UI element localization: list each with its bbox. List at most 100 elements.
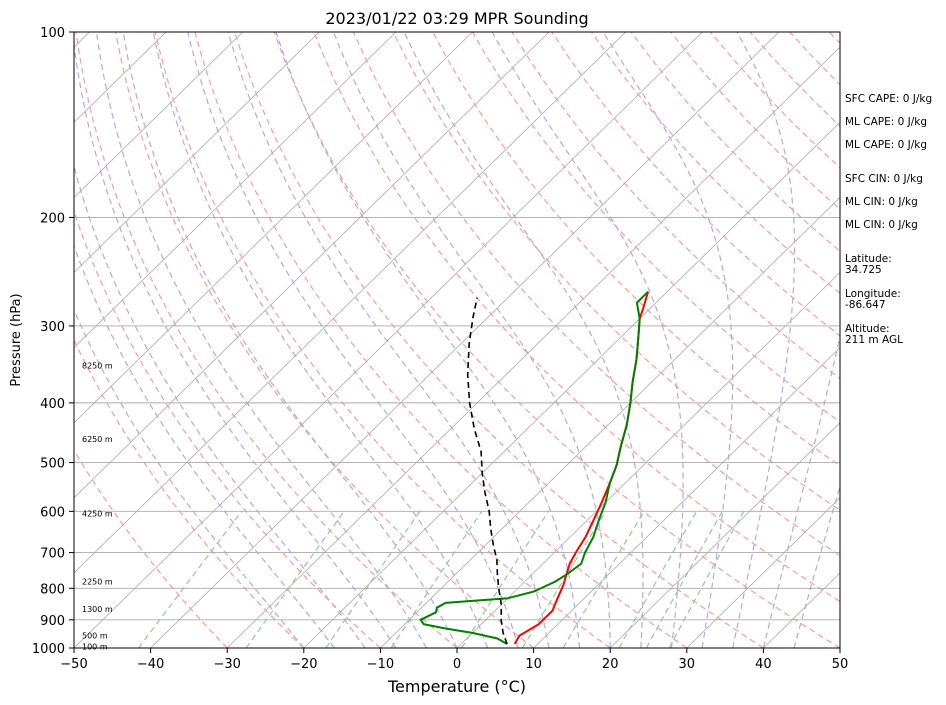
moist-adiabat-line <box>74 164 366 648</box>
moist-adiabat-line <box>602 32 734 648</box>
isotherm-line <box>150 32 780 648</box>
sounding-parameter: Latitude: 34.725 <box>845 253 892 276</box>
x-tick-label: 20 <box>602 657 619 672</box>
sounding-parameter: SFC CIN: 0 J/kg <box>845 173 923 185</box>
moist-adiabat-line <box>227 32 550 648</box>
mixing-ratio-line <box>521 510 607 648</box>
y-tick-label: 100 <box>40 26 65 41</box>
isotherm-line <box>533 347 840 648</box>
sounding-parameter: ML CAPE: 0 J/kg <box>845 116 928 128</box>
height-label: 100 m <box>82 643 108 652</box>
dry-adiabat-line <box>313 32 840 603</box>
isotherm-line <box>74 32 243 198</box>
height-labels: 100 m 500 m 1300 m 2250 m 4250 m 6250 m 8250 m <box>82 362 113 652</box>
y-tick-label: 600 <box>40 505 65 520</box>
isotherm-line <box>74 32 703 648</box>
sounding-parameter: ML CIN: 0 J/kg <box>845 219 918 231</box>
y-tick-label: 300 <box>40 320 65 335</box>
x-axis-label: Temperature (°C) <box>387 677 526 696</box>
dry-adiabat-line <box>115 32 534 648</box>
x-axis-ticks: −50 −40 −30 −20 −10 0 10 20 30 40 50 <box>60 648 848 672</box>
dry-adiabat-line <box>352 32 840 557</box>
x-tick-label: −50 <box>60 657 87 672</box>
moist-adiabat-line <box>152 32 489 648</box>
dry-adiabat-line <box>273 32 840 648</box>
isotherm-line <box>686 497 840 648</box>
plot-frame <box>73 31 841 649</box>
x-tick-label: −20 <box>290 657 317 672</box>
mixing-ratio-line <box>325 510 421 648</box>
mixing-ratio-line <box>138 510 243 648</box>
x-tick-label: 0 <box>453 657 461 672</box>
dry-adiabat-line <box>551 32 840 337</box>
moist-adiabat-line <box>122 32 458 648</box>
height-label: 8250 m <box>82 362 113 371</box>
isotherm-line <box>74 32 473 424</box>
isotherm-line <box>74 32 550 499</box>
moist-adiabat-line <box>275 32 581 648</box>
isotherm-line <box>74 32 167 123</box>
moist-adiabat-line <box>491 32 684 648</box>
dry-adiabat-line <box>511 32 840 380</box>
dry-adiabat-line <box>74 449 228 648</box>
dry-adiabat-line <box>590 32 840 295</box>
sounding-parameter: Altitude: 211 m AGL <box>845 323 903 346</box>
isotherm-line <box>74 32 626 574</box>
sounding-parameter: Longitude: -86.647 <box>845 288 901 311</box>
mixing-ratio-line <box>668 511 745 648</box>
y-tick-label: 900 <box>40 614 65 629</box>
mixing-ratio-line <box>562 510 645 648</box>
dry-adiabat-line <box>154 32 611 648</box>
y-tick-label: 200 <box>40 211 65 226</box>
moist-adiabat-line <box>333 32 611 648</box>
sounding-parameter: SFC CAPE: 0 J/kg <box>845 93 933 105</box>
moist-adiabat-line <box>74 40 397 648</box>
height-label: 2250 m <box>82 578 113 587</box>
dry-adiabat-line <box>392 32 840 512</box>
x-tick-label: 50 <box>832 657 849 672</box>
y-axis-ticks: 1000 900 800 700 600 500 400 300 200 100 <box>32 26 74 657</box>
y-axis-label: Pressure (hPa) <box>9 293 24 386</box>
background-lines <box>74 32 840 648</box>
moist-adiabat-line <box>95 32 427 648</box>
y-tick-label: 500 <box>40 457 65 472</box>
moist-adiabat-line <box>74 244 335 648</box>
series-line-1 <box>419 290 649 645</box>
x-tick-label: 30 <box>679 657 696 672</box>
x-tick-label: −40 <box>137 657 164 672</box>
isotherm-line <box>74 32 397 349</box>
mixing-ratio-line <box>245 510 345 648</box>
dry-adiabat-line <box>75 32 458 648</box>
sounding-parameter: ML CIN: 0 J/kg <box>845 196 918 208</box>
height-label: 4250 m <box>82 510 113 519</box>
y-tick-label: 700 <box>40 547 65 562</box>
isotherm-line <box>609 422 840 648</box>
isotherm-line <box>380 196 840 648</box>
dry-adiabat-line <box>471 32 840 423</box>
dry-adiabat-line <box>234 32 764 648</box>
isotherm-line <box>74 32 320 274</box>
y-tick-label: 1000 <box>32 642 65 657</box>
dry-adiabat-line <box>432 32 840 467</box>
dry-adiabat-line <box>74 338 305 648</box>
height-label: 500 m <box>82 632 108 641</box>
x-tick-label: 40 <box>755 657 772 672</box>
x-tick-label: 10 <box>525 657 542 672</box>
moist-adiabat-line <box>793 484 840 648</box>
mixing-ratio-line <box>645 511 723 648</box>
moist-adiabat-line <box>187 32 519 648</box>
isotherm-line <box>303 121 840 648</box>
chart-title: 2023/01/22 03:29 MPR Sounding <box>325 9 588 28</box>
mixing-ratio-line <box>618 510 698 648</box>
height-label: 1300 m <box>82 605 113 614</box>
height-label: 6250 m <box>82 435 113 444</box>
x-tick-label: −30 <box>213 657 240 672</box>
y-tick-label: 800 <box>40 582 65 597</box>
series-line-2 <box>466 297 508 645</box>
moist-adiabat-line <box>762 333 840 648</box>
sounding-parameter: ML CAPE: 0 J/kg <box>845 139 928 151</box>
moist-adiabat-line <box>732 32 796 648</box>
moist-adiabat-line <box>403 32 644 648</box>
y-tick-label: 400 <box>40 397 65 412</box>
